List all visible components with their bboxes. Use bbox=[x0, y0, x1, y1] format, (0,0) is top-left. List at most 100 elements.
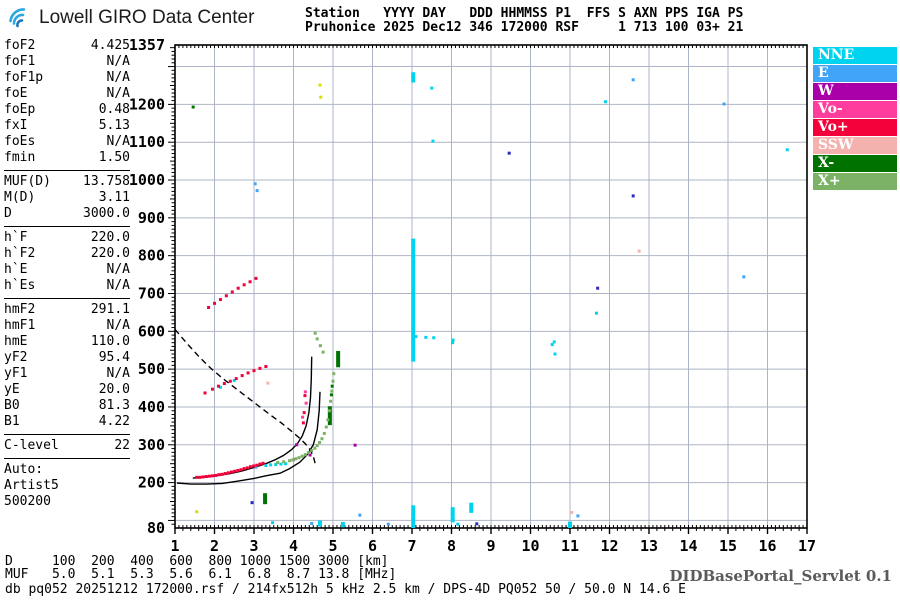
echo-point-e bbox=[358, 513, 362, 517]
echo-point-x+ bbox=[330, 389, 334, 393]
logo-text: Lowell GIRO Data Center bbox=[39, 7, 255, 28]
y-axis-label: 900 bbox=[138, 209, 165, 227]
echo-point-vo+ bbox=[236, 469, 240, 473]
param-label: hmF1 bbox=[4, 318, 36, 333]
echo-point-x+ bbox=[300, 454, 304, 458]
echo-point-vo+ bbox=[220, 472, 224, 476]
param-label: foEs bbox=[4, 134, 36, 149]
echo-point-vo+ bbox=[248, 280, 252, 284]
x-axis-label: 10 bbox=[521, 537, 539, 555]
echo-point-nne bbox=[431, 139, 435, 143]
echo-point-vo+ bbox=[207, 474, 211, 478]
param-row-ye: yE 20.0 bbox=[4, 382, 130, 398]
x-axis-label: 12 bbox=[600, 537, 618, 555]
echo-point-vo+ bbox=[211, 387, 215, 391]
param-value: N/A bbox=[106, 366, 130, 381]
y-axis-label: 1000 bbox=[130, 171, 165, 189]
echo-point-vo+ bbox=[240, 374, 244, 378]
param-value: 95.4 bbox=[98, 350, 130, 365]
param-value: 220.0 bbox=[90, 230, 130, 245]
y-axis-label: 800 bbox=[138, 247, 165, 265]
echo-point-e bbox=[310, 521, 314, 525]
echo-point-x+ bbox=[313, 446, 317, 450]
param-value: 13.758 bbox=[83, 174, 130, 189]
echo-point-x+ bbox=[303, 453, 307, 457]
y-axis-label: 1357 bbox=[130, 38, 165, 54]
curve-secondary-model bbox=[176, 391, 321, 485]
echo-point-nne bbox=[553, 352, 557, 356]
echo-point-ssw bbox=[637, 249, 641, 253]
param-label: foF2 bbox=[4, 38, 36, 53]
echo-point-x- bbox=[191, 105, 195, 109]
param-row-hme: hmE 110.0 bbox=[4, 334, 130, 350]
param-label: foE bbox=[4, 86, 28, 101]
x-axis-label: 11 bbox=[561, 537, 579, 555]
echo-point-vo+ bbox=[303, 394, 307, 398]
x-axis-label: 17 bbox=[798, 537, 816, 555]
param-row-foe: foE N/A bbox=[4, 86, 130, 102]
echo-point-vo+ bbox=[201, 475, 205, 479]
echo-point-e bbox=[253, 182, 257, 186]
y-axis-label: 600 bbox=[138, 322, 165, 340]
echo-point-nne bbox=[550, 343, 554, 347]
echo-point-x- bbox=[330, 384, 334, 388]
echo-point-vo+ bbox=[214, 473, 218, 477]
echo-bar-x- bbox=[327, 406, 332, 426]
param-value: 22 bbox=[114, 438, 130, 453]
param-row-hmf1: hmF1 N/A bbox=[4, 318, 130, 334]
echo-bar-x- bbox=[336, 350, 341, 368]
echo-point-x+ bbox=[307, 451, 311, 455]
param-label: h`Es bbox=[4, 278, 36, 293]
legend-item-x: X- bbox=[813, 155, 897, 172]
echo-point-x+ bbox=[315, 337, 319, 341]
ionogram-plot: 1 2 3 4 5 6 7 8 9 10 11 12 13 14 15 16 17135712001100100… bbox=[129, 36, 816, 555]
echo-point-nne bbox=[218, 385, 222, 389]
autoscaling-info-line: Auto: bbox=[4, 462, 44, 477]
echo-point-x+ bbox=[322, 431, 326, 435]
echo-point-vo+ bbox=[211, 474, 215, 478]
param-row-fxi: fxI 5.13 bbox=[4, 118, 130, 134]
param-label: foF1p bbox=[4, 70, 44, 85]
param-row-fmin: fmin 1.50 bbox=[4, 150, 130, 166]
echo-point-vo+ bbox=[222, 382, 226, 386]
echo-point-x+ bbox=[320, 437, 324, 441]
echo-point-nne bbox=[594, 311, 598, 315]
legend-item-vo: Vo- bbox=[813, 101, 897, 118]
echo-bar-nne bbox=[340, 521, 345, 528]
echo-point-nne bbox=[284, 462, 288, 466]
param-label: B1 bbox=[4, 414, 20, 429]
legend-item-w: W bbox=[813, 83, 897, 100]
echo-point-vo+ bbox=[236, 286, 240, 290]
ionogram-chart: 1 2 3 4 5 6 7 8 9 10 11 12 13 14 15 16 17 1357 1200 1100 100… bbox=[129, 36, 854, 562]
x-axis-label: 5 bbox=[328, 537, 337, 555]
echo-point-vo+ bbox=[218, 298, 222, 302]
param-value: N/A bbox=[106, 134, 130, 149]
echo-point-x+ bbox=[294, 457, 298, 461]
echo-point-e bbox=[255, 189, 259, 193]
param-row-yf1: yF1 N/A bbox=[4, 366, 130, 382]
x-axis-label: 3 bbox=[249, 537, 258, 555]
echo-point-vo+ bbox=[229, 470, 233, 474]
echo-point-nne bbox=[279, 462, 283, 466]
echo-point-vo+ bbox=[228, 379, 232, 383]
param-value: N/A bbox=[106, 86, 130, 101]
legend-item-nne: NNE bbox=[813, 47, 897, 64]
x-axis-label: 2 bbox=[210, 537, 219, 555]
echo-point-nne bbox=[785, 148, 789, 152]
echo-point-vo+ bbox=[255, 463, 259, 467]
echo-point-x+ bbox=[324, 425, 328, 429]
echo-point-vo- bbox=[303, 390, 307, 394]
echo-point-w bbox=[295, 443, 299, 447]
y-axis-label: 700 bbox=[138, 284, 165, 302]
echo-bar-nne bbox=[411, 238, 416, 362]
echo-bar-nne bbox=[317, 520, 322, 527]
param-row-hmf2: hmF2 291.1 bbox=[4, 302, 130, 318]
station-header-line2: Pruhonice 2025 Dec12 346 172000 RSF 1 71… bbox=[305, 20, 744, 35]
echo-point-vo+ bbox=[226, 471, 230, 475]
y-axis-label: 1100 bbox=[130, 133, 165, 151]
echo-point-x+ bbox=[288, 459, 292, 463]
echo-point-vo+ bbox=[242, 283, 246, 287]
echo-point-nne bbox=[271, 521, 275, 525]
echo-point-unclassified-yellow bbox=[319, 95, 323, 99]
echo-point-vo+ bbox=[261, 461, 265, 465]
